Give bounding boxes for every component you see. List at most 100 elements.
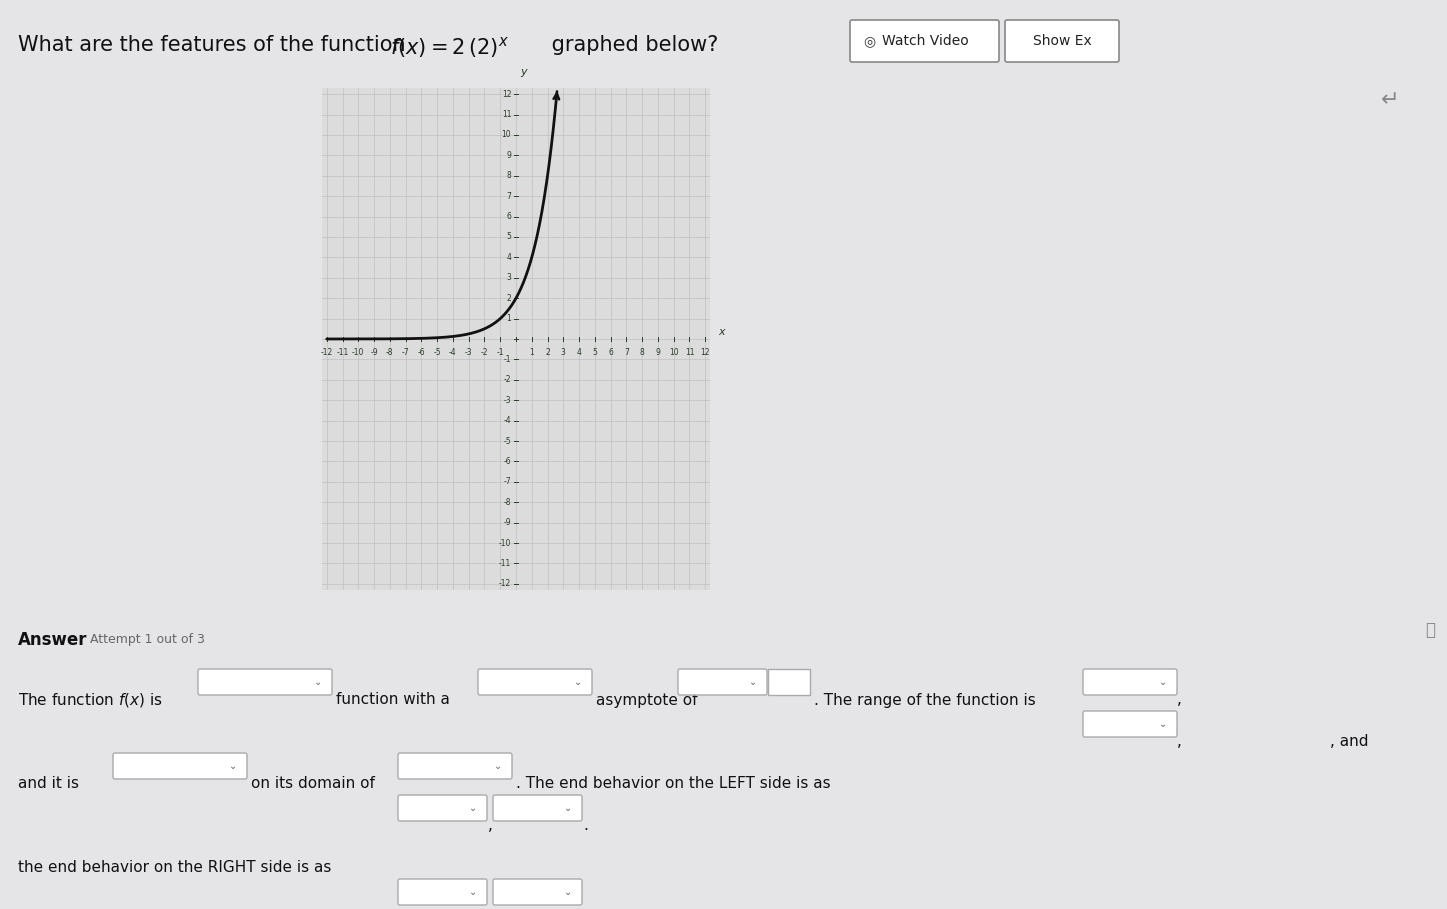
Text: , and: , and [1330, 734, 1369, 750]
Text: function with a: function with a [336, 693, 450, 707]
Text: ,: , [1176, 693, 1182, 707]
Text: and it is: and it is [17, 776, 80, 792]
Text: 10: 10 [669, 348, 679, 357]
FancyBboxPatch shape [398, 753, 512, 779]
Text: 3: 3 [506, 274, 511, 283]
Text: ⌄: ⌄ [493, 761, 502, 771]
Text: -12: -12 [321, 348, 333, 357]
Text: Attempt 1 out of 3: Attempt 1 out of 3 [90, 634, 205, 646]
Text: -10: -10 [352, 348, 365, 357]
Text: ⌄: ⌄ [564, 887, 572, 897]
Text: 9: 9 [655, 348, 660, 357]
Text: 12: 12 [700, 348, 710, 357]
Text: -5: -5 [433, 348, 441, 357]
Text: 4: 4 [506, 253, 511, 262]
Text: the end behavior on the RIGHT side is as: the end behavior on the RIGHT side is as [17, 861, 331, 875]
Text: 7: 7 [624, 348, 629, 357]
Text: -7: -7 [504, 477, 511, 486]
FancyBboxPatch shape [493, 795, 582, 821]
Text: -3: -3 [504, 395, 511, 405]
FancyBboxPatch shape [679, 669, 767, 695]
Text: Answer: Answer [17, 631, 87, 649]
FancyBboxPatch shape [478, 669, 592, 695]
Text: 4: 4 [577, 348, 582, 357]
Text: graphed below?: graphed below? [546, 35, 718, 55]
Text: ,: , [488, 903, 493, 909]
Text: 5: 5 [506, 233, 511, 242]
FancyBboxPatch shape [1082, 669, 1176, 695]
Text: 12: 12 [502, 90, 511, 98]
Text: Show Ex: Show Ex [1033, 34, 1091, 48]
Text: 3: 3 [561, 348, 566, 357]
Text: 7: 7 [506, 192, 511, 201]
FancyBboxPatch shape [1082, 711, 1176, 737]
FancyBboxPatch shape [398, 879, 488, 905]
Text: -3: -3 [464, 348, 473, 357]
Text: 2: 2 [546, 348, 550, 357]
Text: -8: -8 [386, 348, 394, 357]
Text: -6: -6 [504, 457, 511, 466]
Text: ↵: ↵ [1380, 90, 1399, 110]
Text: x: x [719, 327, 725, 337]
Text: 10: 10 [502, 130, 511, 139]
FancyBboxPatch shape [768, 669, 810, 695]
FancyBboxPatch shape [198, 669, 331, 695]
Text: -1: -1 [504, 355, 511, 364]
Text: -1: -1 [496, 348, 504, 357]
Text: ⌄: ⌄ [469, 887, 478, 897]
Text: ,: , [488, 818, 493, 834]
Text: -4: -4 [449, 348, 457, 357]
Text: -12: -12 [499, 579, 511, 588]
Text: ⌄: ⌄ [750, 677, 757, 687]
Text: 11: 11 [684, 348, 695, 357]
Text: -11: -11 [336, 348, 349, 357]
Text: -11: -11 [499, 559, 511, 568]
FancyBboxPatch shape [849, 20, 998, 62]
Text: 6: 6 [506, 212, 511, 221]
Text: -4: -4 [504, 416, 511, 425]
Text: 8: 8 [640, 348, 644, 357]
Text: ◎: ◎ [864, 34, 881, 48]
Text: -8: -8 [504, 498, 511, 506]
Text: What are the features of the function: What are the features of the function [17, 35, 412, 55]
Text: -7: -7 [402, 348, 410, 357]
Text: 1: 1 [506, 315, 511, 323]
Text: -6: -6 [418, 348, 425, 357]
Text: y: y [519, 66, 527, 76]
Text: 1: 1 [530, 348, 534, 357]
Text: $f(x) = 2\,(2)^{x}$: $f(x) = 2\,(2)^{x}$ [391, 35, 509, 60]
Text: -9: -9 [370, 348, 378, 357]
Text: ⌄: ⌄ [314, 677, 323, 687]
Text: 2: 2 [506, 294, 511, 303]
FancyBboxPatch shape [1006, 20, 1119, 62]
Text: . The range of the function is: . The range of the function is [815, 693, 1036, 707]
Text: -5: -5 [504, 436, 511, 445]
Text: 5: 5 [592, 348, 598, 357]
Text: The function $f(x)$ is: The function $f(x)$ is [17, 691, 164, 709]
FancyBboxPatch shape [398, 795, 488, 821]
FancyBboxPatch shape [113, 753, 247, 779]
Text: ⌄: ⌄ [229, 761, 237, 771]
Text: ⌄: ⌄ [574, 677, 582, 687]
Text: ⌄: ⌄ [564, 803, 572, 813]
Text: 9: 9 [506, 151, 511, 160]
Text: ⎖: ⎖ [1425, 621, 1435, 639]
Text: -10: -10 [499, 538, 511, 547]
Text: . The end behavior on the LEFT side is as: . The end behavior on the LEFT side is a… [517, 776, 831, 792]
Text: ,: , [1176, 734, 1182, 750]
Text: ⌄: ⌄ [469, 803, 478, 813]
Text: ⌄: ⌄ [1159, 677, 1166, 687]
Text: on its domain of: on its domain of [250, 776, 375, 792]
Text: 8: 8 [506, 171, 511, 180]
Text: -2: -2 [480, 348, 488, 357]
Text: .: . [583, 903, 587, 909]
FancyBboxPatch shape [493, 879, 582, 905]
Text: asymptote of: asymptote of [596, 693, 697, 707]
Text: Watch Video: Watch Video [883, 34, 968, 48]
Text: 6: 6 [608, 348, 614, 357]
Text: .: . [583, 818, 587, 834]
Text: -2: -2 [504, 375, 511, 385]
Text: ⌄: ⌄ [1159, 719, 1166, 729]
Text: -9: -9 [504, 518, 511, 527]
Text: 11: 11 [502, 110, 511, 119]
